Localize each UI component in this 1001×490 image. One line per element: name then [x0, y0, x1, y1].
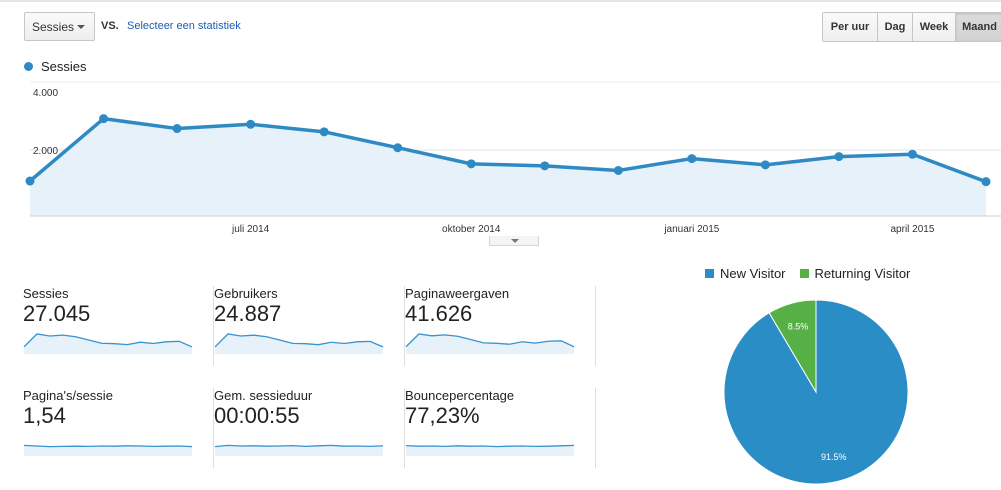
data-point[interactable]: [760, 160, 770, 170]
tile-value: 1,54: [23, 403, 66, 428]
tile-value: 27.045: [23, 301, 91, 326]
tile-bounce-rate[interactable]: Bouncepercentage 77,23%: [405, 388, 596, 468]
sparkline-fill: [406, 445, 574, 456]
range-hourly-button[interactable]: Per uur: [823, 13, 878, 41]
series-line: [28, 116, 987, 184]
y-tick-label: 2.000: [33, 146, 58, 157]
tile-pageviews[interactable]: Paginaweergaven 41.626: [405, 286, 596, 366]
pie-legend-label: Returning Visitor: [814, 266, 911, 281]
pie-legend-item[interactable]: New Visitor: [705, 266, 786, 281]
pie-legend-label: New Visitor: [720, 266, 786, 281]
sparkline-line: [405, 333, 575, 348]
new-visitor-swatch: [705, 269, 714, 278]
tile-value: 00:00:55: [214, 403, 300, 428]
series-area-fill: [30, 118, 986, 216]
pie-legend-item[interactable]: Returning Visitor: [799, 266, 911, 281]
data-point[interactable]: [99, 114, 109, 124]
sparkline-line: [214, 333, 384, 348]
data-point[interactable]: [687, 154, 697, 164]
top-border: [0, 0, 1001, 2]
tile-users[interactable]: Gebruikers 24.887: [214, 286, 405, 366]
pie-slice-label: 91.5%: [821, 452, 847, 462]
sparkline-fill: [24, 445, 192, 456]
y-tick-label: 4.000: [33, 88, 58, 99]
range-day-button[interactable]: Dag: [878, 13, 913, 41]
data-point[interactable]: [319, 127, 329, 137]
x-tick-label: januari 2015: [663, 224, 719, 235]
series-dot-icon: [24, 62, 33, 71]
tile-label: Paginaweergaven: [405, 286, 510, 301]
pie-legend: New Visitor Returning Visitor: [705, 266, 924, 281]
tile-label: Gebruikers: [214, 286, 278, 301]
select-statistic-link[interactable]: Selecteer een statistiek: [127, 20, 241, 32]
range-month-button[interactable]: Maand: [956, 13, 1001, 41]
tile-label: Bouncepercentage: [405, 388, 515, 403]
data-point[interactable]: [907, 149, 917, 159]
metric-selector-label: Sessies: [32, 19, 75, 34]
sparkline-line: [405, 444, 575, 448]
tile-label: Gem. sessieduur: [214, 388, 313, 403]
sparkline-line: [214, 444, 384, 448]
tile-sparkline: [405, 444, 575, 456]
chart-expand-toggle[interactable]: [489, 236, 539, 246]
pie-slice-returning-visitor: [768, 299, 817, 394]
tile-sparkline: [23, 444, 193, 456]
range-week-button[interactable]: Week: [913, 13, 956, 41]
tile-value: 41.626: [405, 301, 473, 326]
tile-avg-session-duration[interactable]: Gem. sessieduur 00:00:55: [214, 388, 405, 468]
metric-selector[interactable]: Sessies: [24, 12, 95, 41]
data-point[interactable]: [172, 124, 182, 134]
data-point[interactable]: [834, 152, 844, 162]
time-range-buttons: Per uur Dag Week Maand: [822, 12, 1001, 42]
pie-slice-label: 8.5%: [788, 321, 809, 331]
data-point[interactable]: [981, 177, 991, 187]
x-tick-label: oktober 2014: [442, 224, 501, 235]
data-point[interactable]: [540, 161, 550, 171]
tile-sparkline: [23, 333, 193, 354]
tile-value: 24.887: [214, 301, 282, 326]
x-tick-label: juli 2014: [231, 224, 270, 235]
sparkline-fill: [406, 334, 574, 354]
visitor-type-pie-chart: 91.5% 8.5%: [723, 299, 909, 485]
legend-label: Sessies: [41, 59, 87, 74]
tile-label: Pagina's/sessie: [23, 388, 113, 403]
chevron-down-icon: [511, 239, 519, 243]
x-tick-label: april 2015: [891, 224, 935, 235]
sparkline-line: [23, 444, 193, 448]
tile-sessions[interactable]: Sessies 27.045: [23, 286, 214, 366]
vs-label: VS.: [101, 20, 119, 32]
tile-value: 77,23%: [405, 403, 480, 428]
chevron-down-icon: [77, 25, 85, 29]
tile-sparkline: [214, 333, 384, 354]
sessions-line-chart: 4.000 2.000 juli 2014 oktober 2014 januari…: [25, 81, 1001, 235]
data-point[interactable]: [25, 176, 35, 186]
tile-label: Sessies: [23, 286, 69, 301]
tile-pages-per-session[interactable]: Pagina's/sessie 1,54: [23, 388, 214, 468]
sparkline-line: [23, 333, 193, 348]
sparkline-fill: [215, 445, 383, 456]
chart-legend: Sessies: [24, 59, 87, 74]
data-point[interactable]: [393, 143, 403, 153]
tile-sparkline: [214, 444, 384, 456]
data-point[interactable]: [466, 159, 476, 169]
data-point[interactable]: [246, 119, 256, 129]
returning-visitor-swatch: [799, 269, 809, 278]
tile-sparkline: [405, 333, 575, 354]
data-point[interactable]: [613, 165, 623, 175]
pie-slice-new-visitor: [723, 299, 909, 485]
